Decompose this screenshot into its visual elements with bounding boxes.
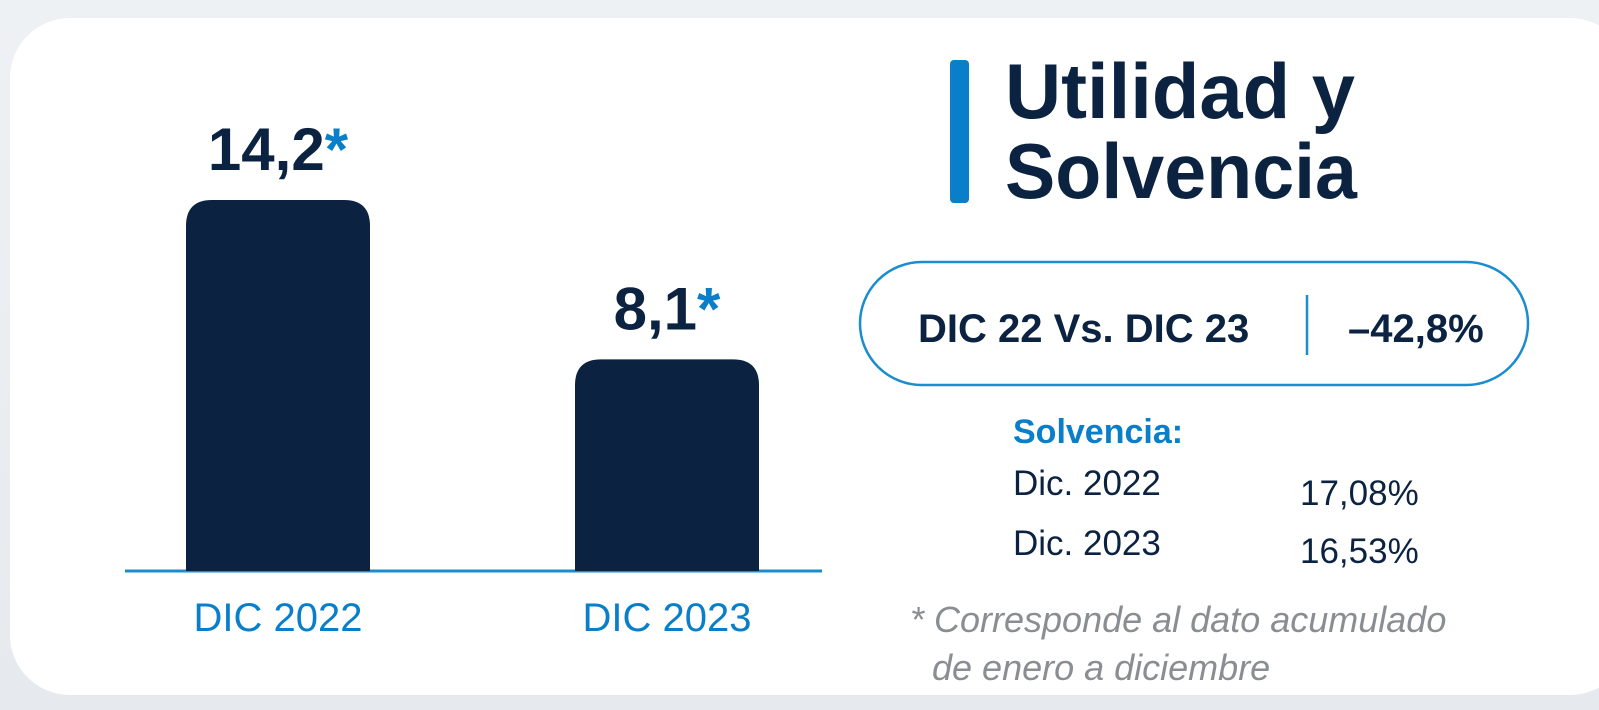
solvencia-heading: Solvencia: bbox=[1013, 413, 1183, 451]
value-label: 14,2* bbox=[208, 116, 349, 183]
value-label-number: 8,1 bbox=[614, 275, 697, 342]
card bbox=[10, 18, 1599, 695]
value-label: 8,1* bbox=[614, 275, 721, 342]
bar bbox=[186, 200, 370, 571]
note-mark: * bbox=[325, 116, 349, 183]
x-tick-label: DIC 2022 bbox=[194, 596, 363, 640]
solvencia-value: 17,08% bbox=[1300, 474, 1419, 513]
solvencia-value: 16,53% bbox=[1300, 532, 1419, 571]
solvencia-year: Dic. 2022 bbox=[1013, 464, 1161, 503]
footnote: de enero a diciembre bbox=[932, 647, 1270, 688]
comparison-value: –42,8% bbox=[1348, 307, 1484, 351]
x-tick-label: DIC 2023 bbox=[583, 596, 752, 640]
title-line: Utilidad y bbox=[1005, 47, 1355, 135]
footnote: * Corresponde al dato acumulado bbox=[910, 599, 1446, 640]
solvencia-year: Dic. 2023 bbox=[1013, 524, 1161, 563]
comparison-label: DIC 22 Vs. DIC 23 bbox=[918, 307, 1249, 351]
title-accent bbox=[950, 60, 969, 203]
value-label-number: 14,2 bbox=[208, 116, 325, 183]
comparison-pill bbox=[858, 260, 1530, 387]
bar bbox=[575, 359, 759, 571]
title-line: Solvencia bbox=[1005, 127, 1358, 215]
note-mark: * bbox=[697, 275, 721, 342]
